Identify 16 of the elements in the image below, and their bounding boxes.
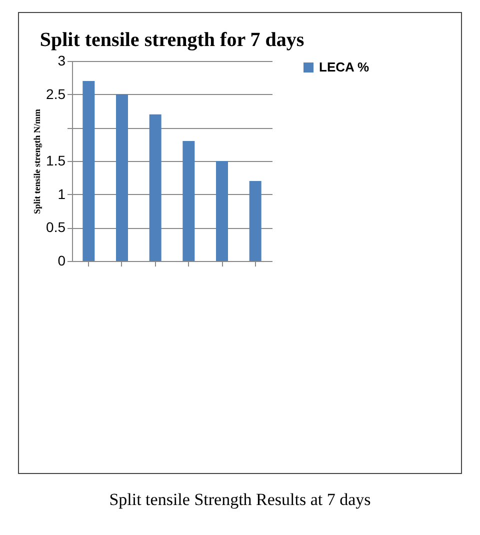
y-tick-label: 2.5 (46, 86, 66, 102)
y-tick-label: 1.5 (46, 152, 66, 168)
chart-title: Split tensile strength for 7 days (40, 29, 304, 51)
y-tick-label: 0.5 (46, 219, 66, 236)
bar (82, 81, 95, 261)
y-tick-label: 1 (58, 186, 66, 202)
bar (182, 141, 195, 261)
bar (116, 94, 128, 261)
y-tick-label: 0 (58, 252, 66, 268)
text: Split tensile Strength Results at 7 days (108, 490, 372, 510)
bar (249, 181, 262, 261)
y-axis-title: Split tensile strength N/mm (32, 108, 42, 214)
y-tick-label: 3 (58, 52, 66, 68)
bar (149, 114, 162, 261)
legend-label: LECA % (319, 60, 370, 74)
bar (216, 161, 228, 261)
